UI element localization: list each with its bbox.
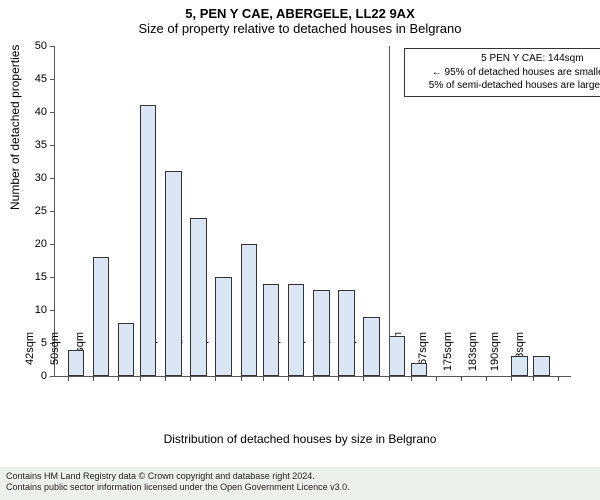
info-box: 5 PEN Y CAE: 144sqm ← 95% of detached ho… — [404, 48, 600, 97]
y-tick-label: 35 — [35, 139, 47, 151]
histogram-bar — [363, 317, 380, 376]
footer: Contains HM Land Registry data © Crown c… — [0, 467, 600, 500]
histogram-bar — [411, 363, 428, 376]
histogram-bar — [389, 336, 406, 376]
histogram-bar — [68, 350, 85, 376]
reference-line — [389, 46, 390, 376]
histogram-bar — [288, 284, 305, 376]
y-tick-label: 25 — [35, 205, 47, 217]
x-axis-label: Distribution of detached houses by size … — [0, 432, 600, 446]
info-line-1: 5 PEN Y CAE: 144sqm — [411, 52, 600, 66]
histogram-bar — [215, 277, 232, 376]
chart-container: Number of detached properties 5 PEN Y CA… — [0, 40, 600, 450]
y-axis-label: Number of detached properties — [8, 45, 22, 210]
histogram-bar — [313, 290, 330, 376]
x-tick-label: 190sqm — [489, 332, 501, 382]
info-line-2: ← 95% of detached houses are smaller (20… — [411, 66, 600, 80]
plot-area: 5 PEN Y CAE: 144sqm ← 95% of detached ho… — [54, 46, 571, 377]
y-tick-label: 0 — [41, 370, 47, 382]
x-tick-label: 42sqm — [24, 332, 36, 382]
histogram-bar — [140, 105, 157, 376]
x-tick-label: 50sqm — [49, 332, 61, 382]
histogram-bar — [338, 290, 355, 376]
histogram-bar — [511, 356, 528, 376]
footer-line-1: Contains HM Land Registry data © Crown c… — [6, 471, 594, 483]
y-tick-label: 50 — [35, 40, 47, 52]
histogram-bar — [533, 356, 550, 376]
x-tick-label: 175sqm — [442, 332, 454, 382]
y-tick-label: 20 — [35, 238, 47, 250]
histogram-bar — [190, 218, 207, 376]
y-tick-label: 45 — [35, 73, 47, 85]
histogram-bar — [118, 323, 135, 376]
footer-line-2: Contains public sector information licen… — [6, 482, 594, 494]
histogram-bar — [93, 257, 110, 376]
y-tick-label: 10 — [35, 304, 47, 316]
histogram-bar — [165, 171, 182, 376]
x-tick-label: 183sqm — [467, 332, 479, 382]
y-tick-label: 5 — [41, 337, 47, 349]
y-tick-label: 15 — [35, 271, 47, 283]
y-tick-label: 30 — [35, 172, 47, 184]
page-title: 5, PEN Y CAE, ABERGELE, LL22 9AX — [0, 0, 600, 21]
chart-subtitle: Size of property relative to detached ho… — [0, 21, 600, 40]
y-tick-label: 40 — [35, 106, 47, 118]
histogram-bar — [241, 244, 258, 376]
info-line-3: 5% of semi-detached houses are larger (1… — [411, 79, 600, 93]
histogram-bar — [263, 284, 280, 376]
